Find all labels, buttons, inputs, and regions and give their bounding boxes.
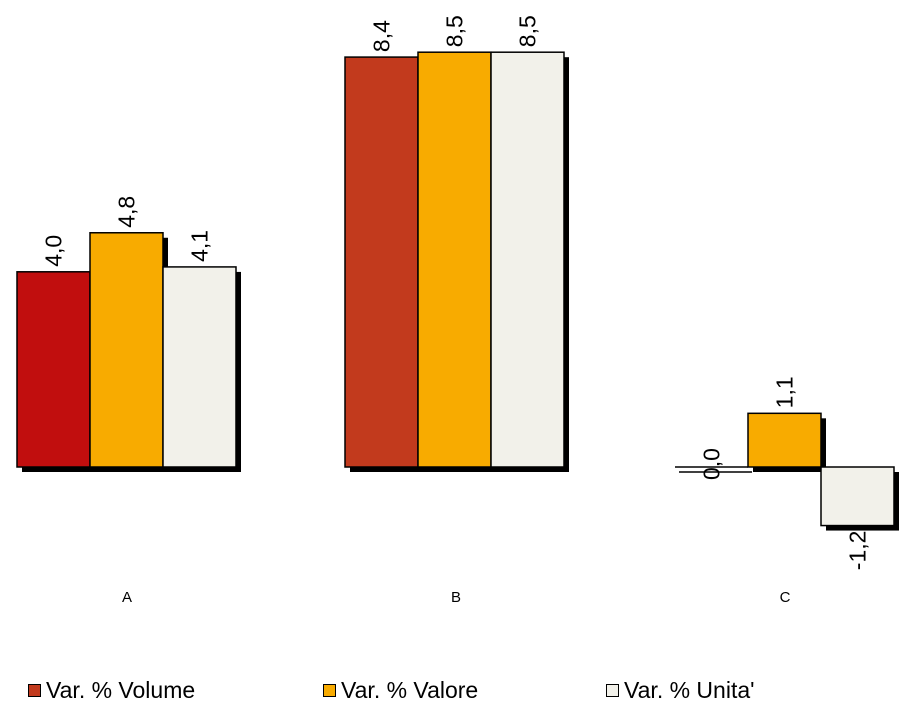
category-label-C: C (780, 589, 791, 606)
data-label-2-2: -1,2 (845, 531, 871, 571)
data-label-2-1: 1,1 (772, 376, 798, 408)
legend-swatch-valore (323, 684, 336, 697)
bar-0-2 (162, 266, 237, 468)
data-label-1-0: 8,4 (369, 20, 395, 52)
bar-1-2 (490, 51, 565, 468)
legend-label-valore: Var. % Valore (341, 677, 479, 703)
data-label-0-1: 4,8 (114, 196, 140, 228)
legend-label-volume: Var. % Volume (46, 677, 196, 703)
legend-swatch-unita (606, 684, 619, 697)
legend-swatch-volume (28, 684, 41, 697)
bar-2-1 (747, 412, 822, 468)
data-label-1-1: 8,5 (442, 15, 468, 47)
bar-1-0 (344, 56, 419, 468)
data-label-2-0: 0,0 (699, 448, 725, 480)
data-label-0-0: 4,0 (41, 235, 67, 267)
legend-item-volume: Var. % Volume (28, 677, 195, 704)
legend: Var. % Volume Var. % Valore Var. % Unita… (0, 677, 901, 705)
legend-item-valore: Var. % Valore (323, 677, 478, 704)
bar-2-2 (820, 466, 895, 527)
bar-0-0 (16, 271, 91, 468)
category-label-A: A (122, 589, 132, 606)
category-label-B: B (451, 589, 461, 606)
bar-2-0 (675, 466, 752, 473)
data-label-1-2: 8,5 (515, 15, 541, 47)
legend-item-unita: Var. % Unita' (606, 677, 755, 704)
legend-label-unita: Var. % Unita' (624, 677, 755, 703)
chart-canvas: 4,0 8,4 0,0 4,8 8,5 1,1 4,1 8,5 -1,2 A B C (16, 15, 899, 606)
bar-1-1 (417, 51, 492, 468)
bar-0-1 (89, 232, 164, 468)
data-label-0-2: 4,1 (187, 230, 213, 262)
